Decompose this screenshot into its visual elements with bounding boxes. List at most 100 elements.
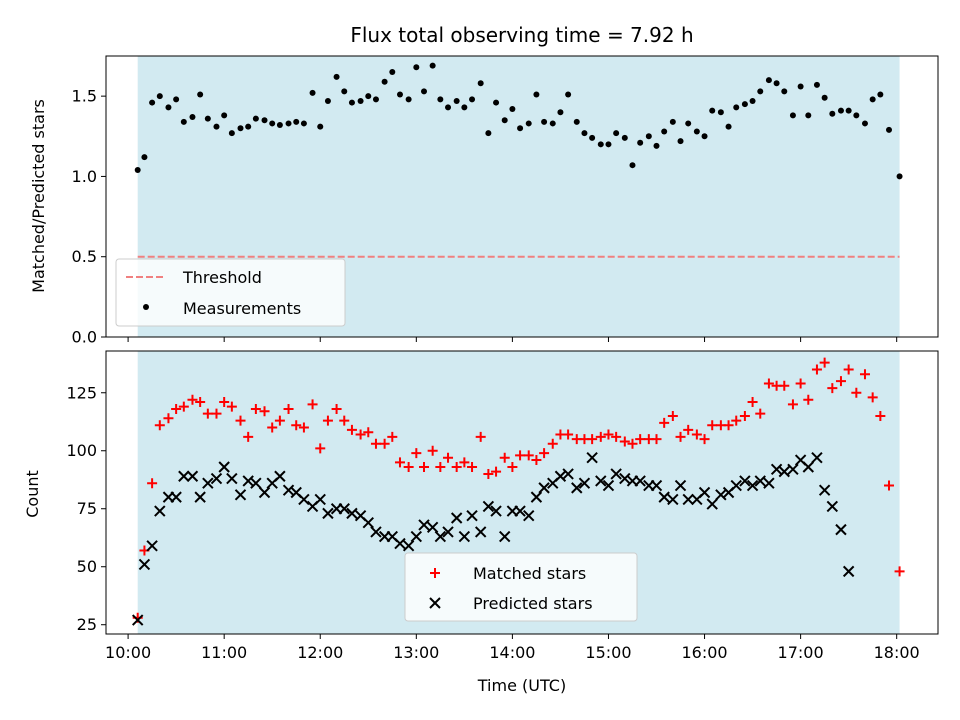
matched-star-point [499, 452, 510, 463]
measurement-point [829, 110, 836, 117]
predicted-star-point [698, 486, 711, 499]
measurement-point [645, 133, 652, 140]
measurement-point [341, 88, 348, 95]
x-tick-label: 13:00 [393, 643, 439, 662]
legend-matched-swatch [430, 568, 440, 578]
predicted-star-point [146, 540, 158, 552]
predicted-star-point [674, 479, 687, 492]
measurement-point [896, 173, 903, 180]
predicted-star-point [178, 470, 190, 482]
predicted-star-point [418, 519, 430, 531]
matched-star-point [235, 415, 246, 426]
predicted-star-point [746, 479, 759, 492]
measurement-point [765, 77, 772, 84]
measurement-point [237, 125, 244, 132]
matched-star-point [884, 480, 895, 491]
measurement-point [501, 117, 508, 124]
matched-star-point [595, 431, 606, 442]
matched-star-point [411, 448, 422, 459]
predicted-star-point [450, 512, 463, 524]
measurement-point [333, 73, 340, 80]
measurement-point [445, 104, 452, 111]
predicted-star-point [787, 463, 799, 476]
measurement-point [324, 97, 331, 104]
predicted-star-point [170, 491, 182, 503]
measurement-point [165, 104, 172, 111]
matched-star-point [859, 369, 870, 380]
predicted-star-point [842, 565, 855, 578]
legend-predicted-swatch [429, 597, 441, 609]
matched-star-point [795, 378, 806, 389]
measurement-point [525, 120, 532, 127]
matched-star-point [451, 461, 462, 472]
measurement-point [597, 141, 604, 148]
matched-star-point [835, 376, 846, 387]
matched-star-point [178, 401, 189, 412]
predicted-star-point [571, 482, 583, 494]
predicted-star-point [763, 477, 775, 489]
predicted-star-point [282, 484, 295, 496]
predicted-star-point [578, 477, 591, 489]
measurement-point [261, 117, 268, 124]
predicted-star-point [514, 505, 526, 517]
predicted-star-point [811, 451, 823, 464]
x-tick-label: 11:00 [201, 643, 247, 662]
bottom-y-tick-label: 25 [77, 615, 97, 634]
matched-star-point [875, 410, 886, 421]
legend-predicted-label: Predicted stars [473, 594, 593, 613]
predicted-star-point [602, 479, 615, 492]
measurement-point [453, 97, 460, 104]
measurement-point [309, 89, 316, 96]
measurement-point [613, 130, 620, 137]
predicted-star-point [346, 507, 358, 520]
matched-star-point [731, 415, 742, 426]
measurement-point [653, 142, 660, 149]
measurement-point [637, 139, 644, 146]
x-tick-label: 16:00 [681, 643, 727, 662]
bottom-legend-box [404, 552, 638, 622]
x-tick-label: 10:00 [105, 643, 151, 662]
measurement-point [156, 93, 163, 100]
matched-star-point [379, 438, 390, 449]
predicted-star-point [250, 477, 262, 489]
predicted-star-point [523, 509, 535, 522]
x-tick-label: 14:00 [489, 643, 535, 662]
predicted-star-point [770, 463, 783, 476]
predicted-star-point [802, 461, 815, 473]
measurement-point [861, 120, 868, 127]
measurement-point [773, 80, 780, 87]
matched-star-point [707, 420, 718, 431]
predicted-star-point [362, 516, 374, 529]
measurement-point [517, 125, 524, 132]
matched-star-point [298, 422, 309, 433]
measurement-point [413, 64, 420, 71]
matched-star-point [587, 434, 598, 445]
measurement-point [581, 130, 588, 137]
matched-star-point [195, 397, 206, 408]
x-tick-label: 17:00 [778, 643, 824, 662]
matched-star-point [531, 455, 542, 466]
matched-star-point [211, 408, 222, 419]
matched-star-point [811, 364, 822, 375]
matched-star-point [243, 431, 254, 442]
legend-measurements-label: Measurements [183, 299, 301, 318]
top-frame [105, 55, 939, 338]
matched-star-point [483, 468, 494, 479]
matched-star-point [747, 397, 758, 408]
measurement-point [741, 101, 748, 108]
matched-star-point [370, 438, 381, 449]
measurement-point [661, 128, 668, 135]
top-y-tick-label: 0.5 [72, 247, 97, 266]
measurement-point [605, 141, 612, 148]
predicted-star-point [314, 493, 326, 506]
measurement-point [886, 126, 893, 133]
matched-star-point [739, 410, 750, 421]
matched-star-point [355, 429, 366, 440]
measurement-point [437, 96, 444, 103]
measurement-point [797, 83, 804, 90]
predicted-star-point [650, 479, 663, 492]
predicted-star-point [410, 530, 423, 543]
measurement-point [813, 81, 820, 88]
matched-star-point [307, 399, 318, 410]
predicted-star-point [138, 558, 151, 571]
